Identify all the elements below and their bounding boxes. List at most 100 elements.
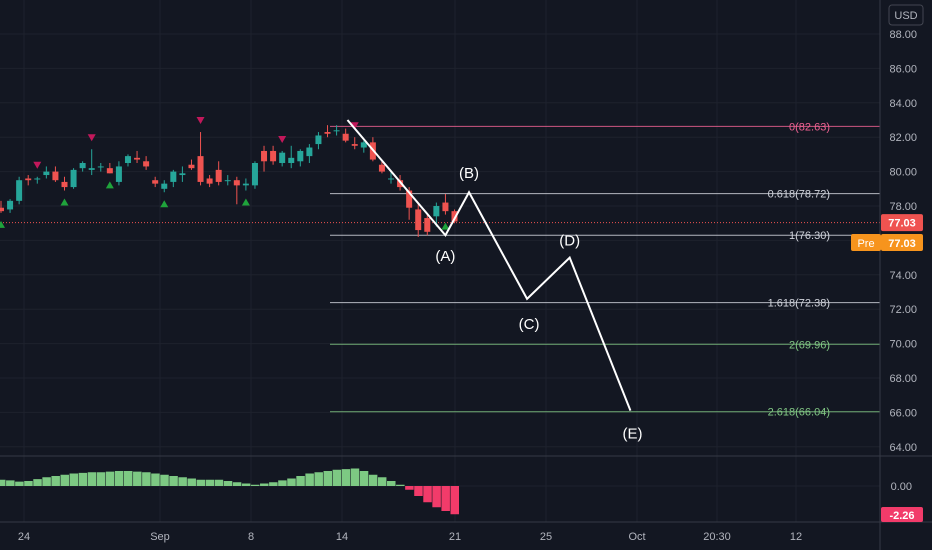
time-tick-label: 8 — [248, 531, 254, 543]
osc-bar — [0, 479, 6, 486]
candle-body — [406, 190, 413, 208]
candle-body — [124, 156, 131, 163]
buy-marker-icon — [441, 222, 450, 230]
time-tick-label: 20:30 — [703, 531, 731, 543]
fib-level-label: 0(82.63) — [789, 121, 830, 133]
candle-body — [134, 157, 141, 160]
candle-body — [34, 178, 41, 180]
wave-label: (E) — [622, 426, 642, 443]
wave-label: (C) — [519, 316, 540, 333]
osc-bar — [377, 477, 387, 486]
buy-marker-icon — [241, 198, 250, 206]
fib-level-label: 0.618(78.72) — [768, 189, 830, 201]
fibonacci-levels: 0(82.63) 0.618(78.72) 1(76.30) 1.618(72.38)… — [330, 121, 880, 419]
candle-body — [16, 180, 23, 201]
fib-level-label: 1(76.30) — [789, 230, 830, 242]
osc-bar — [359, 471, 369, 486]
candle-body — [106, 168, 113, 174]
time-tick-label: 24 — [18, 531, 30, 543]
candle-body — [97, 166, 104, 168]
buy-marker-icon — [105, 181, 114, 189]
currency-selector[interactable]: USD — [888, 4, 924, 26]
candle-body — [270, 150, 277, 162]
candle-body — [161, 183, 168, 189]
osc-bar — [269, 482, 278, 486]
candle-body — [115, 166, 122, 182]
osc-bar — [123, 471, 133, 486]
oscillator-panel: 0.00 — [0, 468, 912, 515]
pre-market-price: 77.03 — [888, 238, 916, 250]
osc-bar — [350, 468, 360, 486]
price-tick-label: 72.00 — [889, 304, 917, 316]
candle-body — [288, 157, 295, 163]
price-tick-label: 80.00 — [889, 167, 917, 179]
time-axis[interactable]: 24 Sep 8 14 21 25 Oct 20:30 12 — [18, 531, 802, 543]
last-price-badge: 77.03 — [881, 214, 923, 232]
fib-level-label: 2.618(66.04) — [768, 407, 830, 419]
candle-body — [324, 132, 331, 134]
candle-body — [233, 180, 240, 186]
candle-body — [251, 163, 258, 186]
candle-body — [315, 135, 322, 145]
osc-bar — [296, 476, 305, 486]
sell-marker-icon — [278, 135, 287, 143]
candle-body — [179, 173, 186, 176]
osc-bar — [250, 484, 260, 486]
osc-bar — [423, 486, 432, 503]
osc-bar — [133, 471, 142, 486]
price-tick-label: 70.00 — [889, 339, 917, 351]
wave-label: (D) — [559, 233, 580, 250]
osc-bar — [187, 478, 196, 486]
osc-bar — [314, 472, 323, 486]
price-tick-label: 78.00 — [889, 201, 917, 213]
osc-bar — [6, 480, 15, 486]
wave-path — [346, 119, 632, 412]
osc-bar — [114, 471, 124, 486]
price-tick-label: 74.00 — [889, 270, 917, 282]
osc-bar — [396, 484, 405, 486]
osc-bar — [60, 474, 69, 486]
candle-body — [170, 171, 177, 182]
osc-bar — [169, 476, 178, 486]
osc-bar — [332, 469, 342, 486]
osc-bar — [232, 482, 242, 486]
time-tick-label: 14 — [336, 531, 348, 543]
osc-bar — [51, 476, 60, 486]
osc-bar — [142, 472, 151, 486]
osc-bar — [196, 479, 206, 486]
candle-body — [215, 169, 222, 182]
price-tick-label: 64.00 — [889, 442, 917, 454]
osc-bar — [214, 479, 224, 486]
wave-label: (B) — [459, 165, 479, 182]
osc-bar — [178, 477, 187, 486]
candle-body — [306, 147, 313, 157]
oscillator-value: -2.26 — [889, 510, 914, 522]
osc-bar — [432, 486, 441, 508]
candle-body — [143, 161, 150, 167]
osc-bar — [305, 473, 314, 486]
candle-body — [297, 150, 304, 162]
buy-marker-icon — [0, 220, 5, 228]
osc-bar — [24, 481, 33, 486]
osc-bar — [414, 486, 423, 496]
osc-bar — [441, 486, 450, 511]
sell-marker-icon — [87, 134, 96, 142]
candle-body — [88, 168, 95, 170]
candle-body — [7, 200, 14, 210]
price-tick-label: 68.00 — [889, 373, 917, 385]
candle-body — [279, 152, 286, 163]
candle-body — [388, 178, 395, 180]
candle-body — [415, 209, 422, 231]
time-tick-label: 21 — [449, 531, 461, 543]
sell-marker-icon — [350, 122, 359, 130]
osc-bar — [341, 469, 351, 486]
candle-body — [25, 178, 32, 181]
signal-markers — [0, 117, 450, 230]
last-price-value: 77.03 — [888, 218, 916, 230]
time-tick-label: Oct — [628, 531, 645, 543]
sell-marker-icon — [196, 117, 205, 125]
candle-body — [261, 150, 268, 162]
candle-body — [397, 180, 404, 188]
candle-body — [70, 169, 77, 188]
